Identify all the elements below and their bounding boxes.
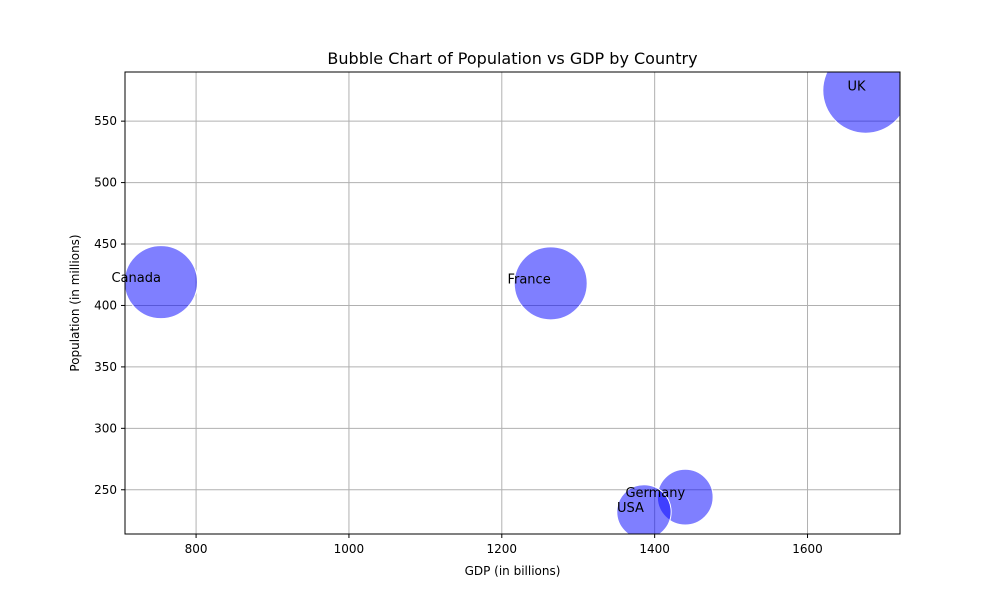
- bubbles: [125, 72, 900, 534]
- bubble-label-germany: Germany: [625, 486, 685, 501]
- chart-title: Bubble Chart of Population vs GDP by Cou…: [327, 49, 697, 68]
- bubble-label-france: France: [507, 272, 550, 287]
- y-tick-label: 500: [94, 176, 117, 190]
- x-tick-label: 1600: [792, 542, 823, 556]
- x-tick-label: 1200: [487, 542, 518, 556]
- y-axis-ticks: 250 300 350 400 450 500 550: [94, 114, 125, 497]
- x-tick-label: 800: [185, 542, 208, 556]
- grid-lines: [125, 72, 900, 534]
- x-axis-label: GDP (in billions): [465, 564, 561, 578]
- bubble-label-usa: USA: [617, 501, 644, 516]
- bubble-france: [513, 246, 588, 321]
- y-tick-label: 400: [94, 298, 117, 312]
- y-axis-label: Population (in millions): [68, 234, 82, 371]
- x-axis-ticks: 800 1000 1200 1400 1600: [185, 534, 823, 556]
- bubble-usa: [616, 484, 672, 534]
- bubble-label-uk: UK: [848, 79, 867, 94]
- y-tick-label: 450: [94, 237, 117, 251]
- y-tick-label: 550: [94, 114, 117, 128]
- x-tick-label: 1000: [334, 542, 365, 556]
- bubble-uk: [822, 72, 900, 134]
- y-tick-label: 300: [94, 421, 117, 435]
- x-tick-label: 1400: [639, 542, 670, 556]
- bubble-canada: [125, 245, 198, 320]
- y-tick-label: 350: [94, 360, 117, 374]
- bubble-label-canada: Canada: [111, 271, 160, 286]
- plot-frame: [124, 71, 901, 535]
- y-tick-label: 250: [94, 483, 117, 497]
